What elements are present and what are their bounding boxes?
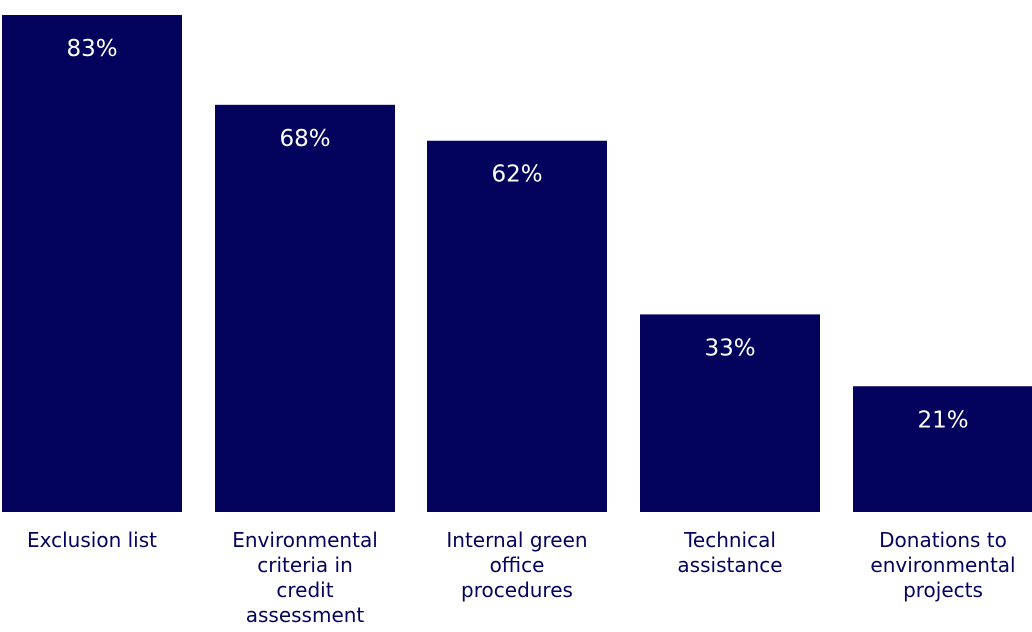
category-label-line: office [489, 553, 545, 577]
category-label-5: Donations to environmental projects [848, 528, 1032, 603]
category-label-line: projects [903, 578, 983, 602]
bar-4 [640, 314, 820, 512]
bar-1 [2, 15, 182, 512]
category-label-line: credit [276, 578, 334, 602]
category-label-line: Internal green [446, 528, 588, 552]
category-label-line: criteria in [257, 553, 353, 577]
category-label-1: Exclusion list [0, 528, 187, 553]
bars-group [2, 15, 1032, 512]
category-label-4: Technical assistance [635, 528, 825, 578]
value-label-2: 68% [279, 126, 330, 152]
bar-3 [427, 140, 607, 512]
value-label-5: 21% [917, 407, 968, 433]
category-label-3: Internal green office procedures [422, 528, 612, 603]
category-label-line: assessment [245, 603, 365, 627]
category-label-line: Donations to [879, 528, 1007, 552]
category-label-line: Environmental [232, 528, 378, 552]
category-label-2: Environmental criteria in credit assessment [210, 528, 400, 628]
bar-2 [215, 104, 395, 512]
value-label-4: 33% [704, 335, 755, 361]
category-label-line: Exclusion list [27, 528, 157, 552]
value-labels-group: 83% 68% 62% 33% 21% [66, 36, 968, 433]
value-label-3: 62% [491, 162, 542, 188]
category-label-line: assistance [677, 553, 783, 577]
category-label-line: procedures [461, 578, 573, 602]
value-label-1: 83% [66, 36, 117, 62]
category-label-line: Technical [684, 528, 776, 552]
bar-5 [853, 386, 1032, 512]
category-label-line: environmental [870, 553, 1016, 577]
